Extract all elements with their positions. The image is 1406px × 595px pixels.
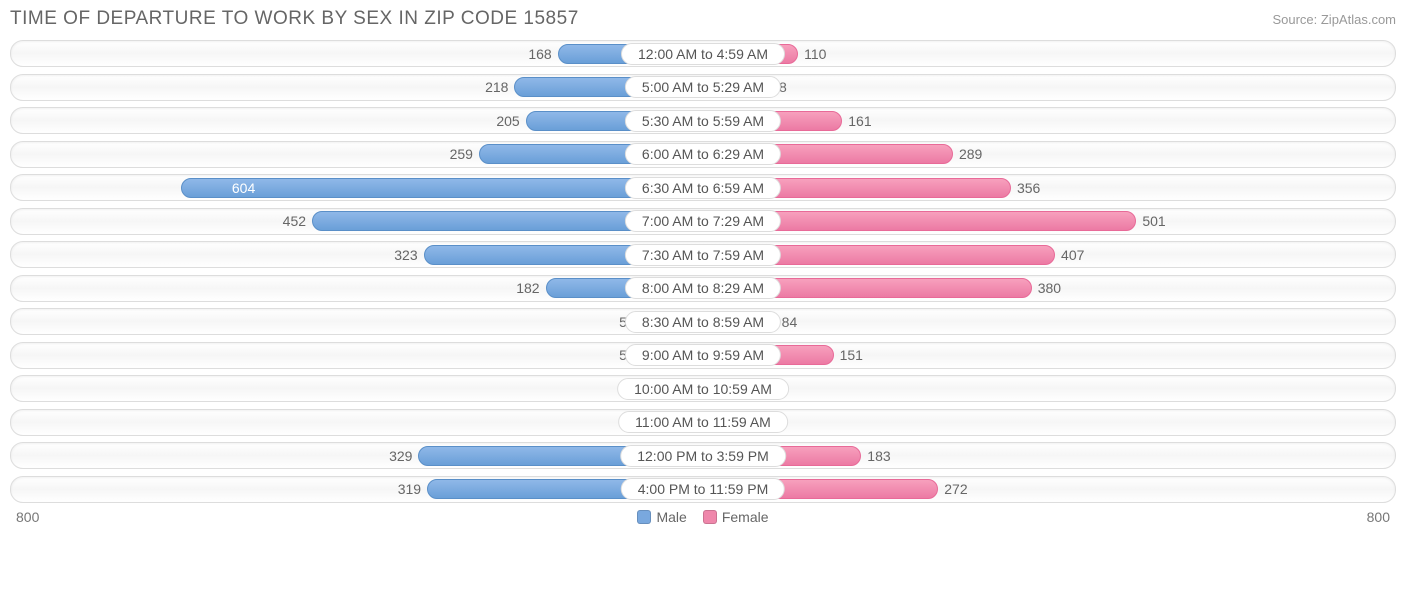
female-value: 380 — [1038, 280, 1061, 296]
male-value: 452 — [283, 213, 306, 229]
legend: Male Female — [637, 509, 768, 525]
chart-row: 205 161 5:30 AM to 5:59 AM — [10, 107, 1396, 134]
chart-row: 182 380 8:00 AM to 8:29 AM — [10, 275, 1396, 302]
category-label: 6:30 AM to 6:59 AM — [625, 177, 781, 199]
chart-footer: 800 Male Female 800 — [10, 509, 1396, 525]
legend-male-label: Male — [656, 509, 686, 525]
legend-male-swatch — [637, 510, 651, 524]
chart-row: 259 289 6:00 AM to 6:29 AM — [10, 141, 1396, 168]
chart-row: 319 272 4:00 PM to 11:59 PM — [10, 476, 1396, 503]
category-label: 7:30 AM to 7:59 AM — [625, 244, 781, 266]
axis-max-right: 800 — [1367, 509, 1390, 525]
female-value: 272 — [944, 481, 967, 497]
chart-row: 168 110 12:00 AM to 4:59 AM — [10, 40, 1396, 67]
category-label: 7:00 AM to 7:29 AM — [625, 210, 781, 232]
chart-source: Source: ZipAtlas.com — [1272, 12, 1396, 27]
legend-female-label: Female — [722, 509, 769, 525]
female-value: 161 — [848, 113, 871, 129]
female-value: 501 — [1142, 213, 1165, 229]
chart-row: 41010:00 AM to 10:59 AM — [10, 375, 1396, 402]
category-label: 4:00 PM to 11:59 PM — [621, 478, 785, 500]
chart-title: TIME OF DEPARTURE TO WORK BY SEX IN ZIP … — [10, 8, 579, 30]
male-value: 604 — [222, 180, 263, 196]
category-label: 10:00 AM to 10:59 AM — [617, 378, 789, 400]
category-label: 8:30 AM to 8:59 AM — [625, 311, 781, 333]
category-label: 6:00 AM to 6:29 AM — [625, 143, 781, 165]
axis-max-left: 800 — [16, 509, 39, 525]
female-value: 356 — [1017, 180, 1040, 196]
female-value: 407 — [1061, 247, 1084, 263]
category-label: 5:00 AM to 5:29 AM — [625, 76, 781, 98]
legend-female-swatch — [703, 510, 717, 524]
legend-female: Female — [703, 509, 769, 525]
female-value: 289 — [959, 146, 982, 162]
category-label: 9:00 AM to 9:59 AM — [625, 344, 781, 366]
chart-header: TIME OF DEPARTURE TO WORK BY SEX IN ZIP … — [10, 8, 1396, 30]
chart-row: 02511:00 AM to 11:59 AM — [10, 409, 1396, 436]
male-value: 205 — [496, 113, 519, 129]
female-value: 183 — [867, 448, 890, 464]
female-value: 84 — [782, 314, 798, 330]
diverging-bar-chart: 168 110 12:00 AM to 4:59 AM 218585:00 AM to… — [10, 40, 1396, 503]
chart-row: 218585:00 AM to 5:29 AM — [10, 74, 1396, 101]
male-value: 168 — [528, 46, 551, 62]
category-label: 12:00 PM to 3:59 PM — [620, 445, 786, 467]
chart-row: 52848:30 AM to 8:59 AM — [10, 308, 1396, 335]
category-label: 5:30 AM to 5:59 AM — [625, 110, 781, 132]
chart-row: 604 356 6:30 AM to 6:59 AM — [10, 174, 1396, 201]
legend-male: Male — [637, 509, 686, 525]
chart-row: 551519:00 AM to 9:59 AM — [10, 342, 1396, 369]
category-label: 11:00 AM to 11:59 AM — [618, 411, 788, 433]
chart-row: 329 183 12:00 PM to 3:59 PM — [10, 442, 1396, 469]
category-label: 8:00 AM to 8:29 AM — [625, 277, 781, 299]
chart-row: 323 407 7:30 AM to 7:59 AM — [10, 241, 1396, 268]
male-value: 182 — [516, 280, 539, 296]
male-value: 329 — [389, 448, 412, 464]
chart-row: 452 501 7:00 AM to 7:29 AM — [10, 208, 1396, 235]
female-value: 110 — [804, 46, 826, 62]
female-value: 151 — [840, 347, 863, 363]
male-value: 319 — [398, 481, 421, 497]
male-value: 323 — [394, 247, 417, 263]
category-label: 12:00 AM to 4:59 AM — [621, 43, 785, 65]
male-value: 218 — [485, 79, 508, 95]
male-value: 259 — [450, 146, 473, 162]
